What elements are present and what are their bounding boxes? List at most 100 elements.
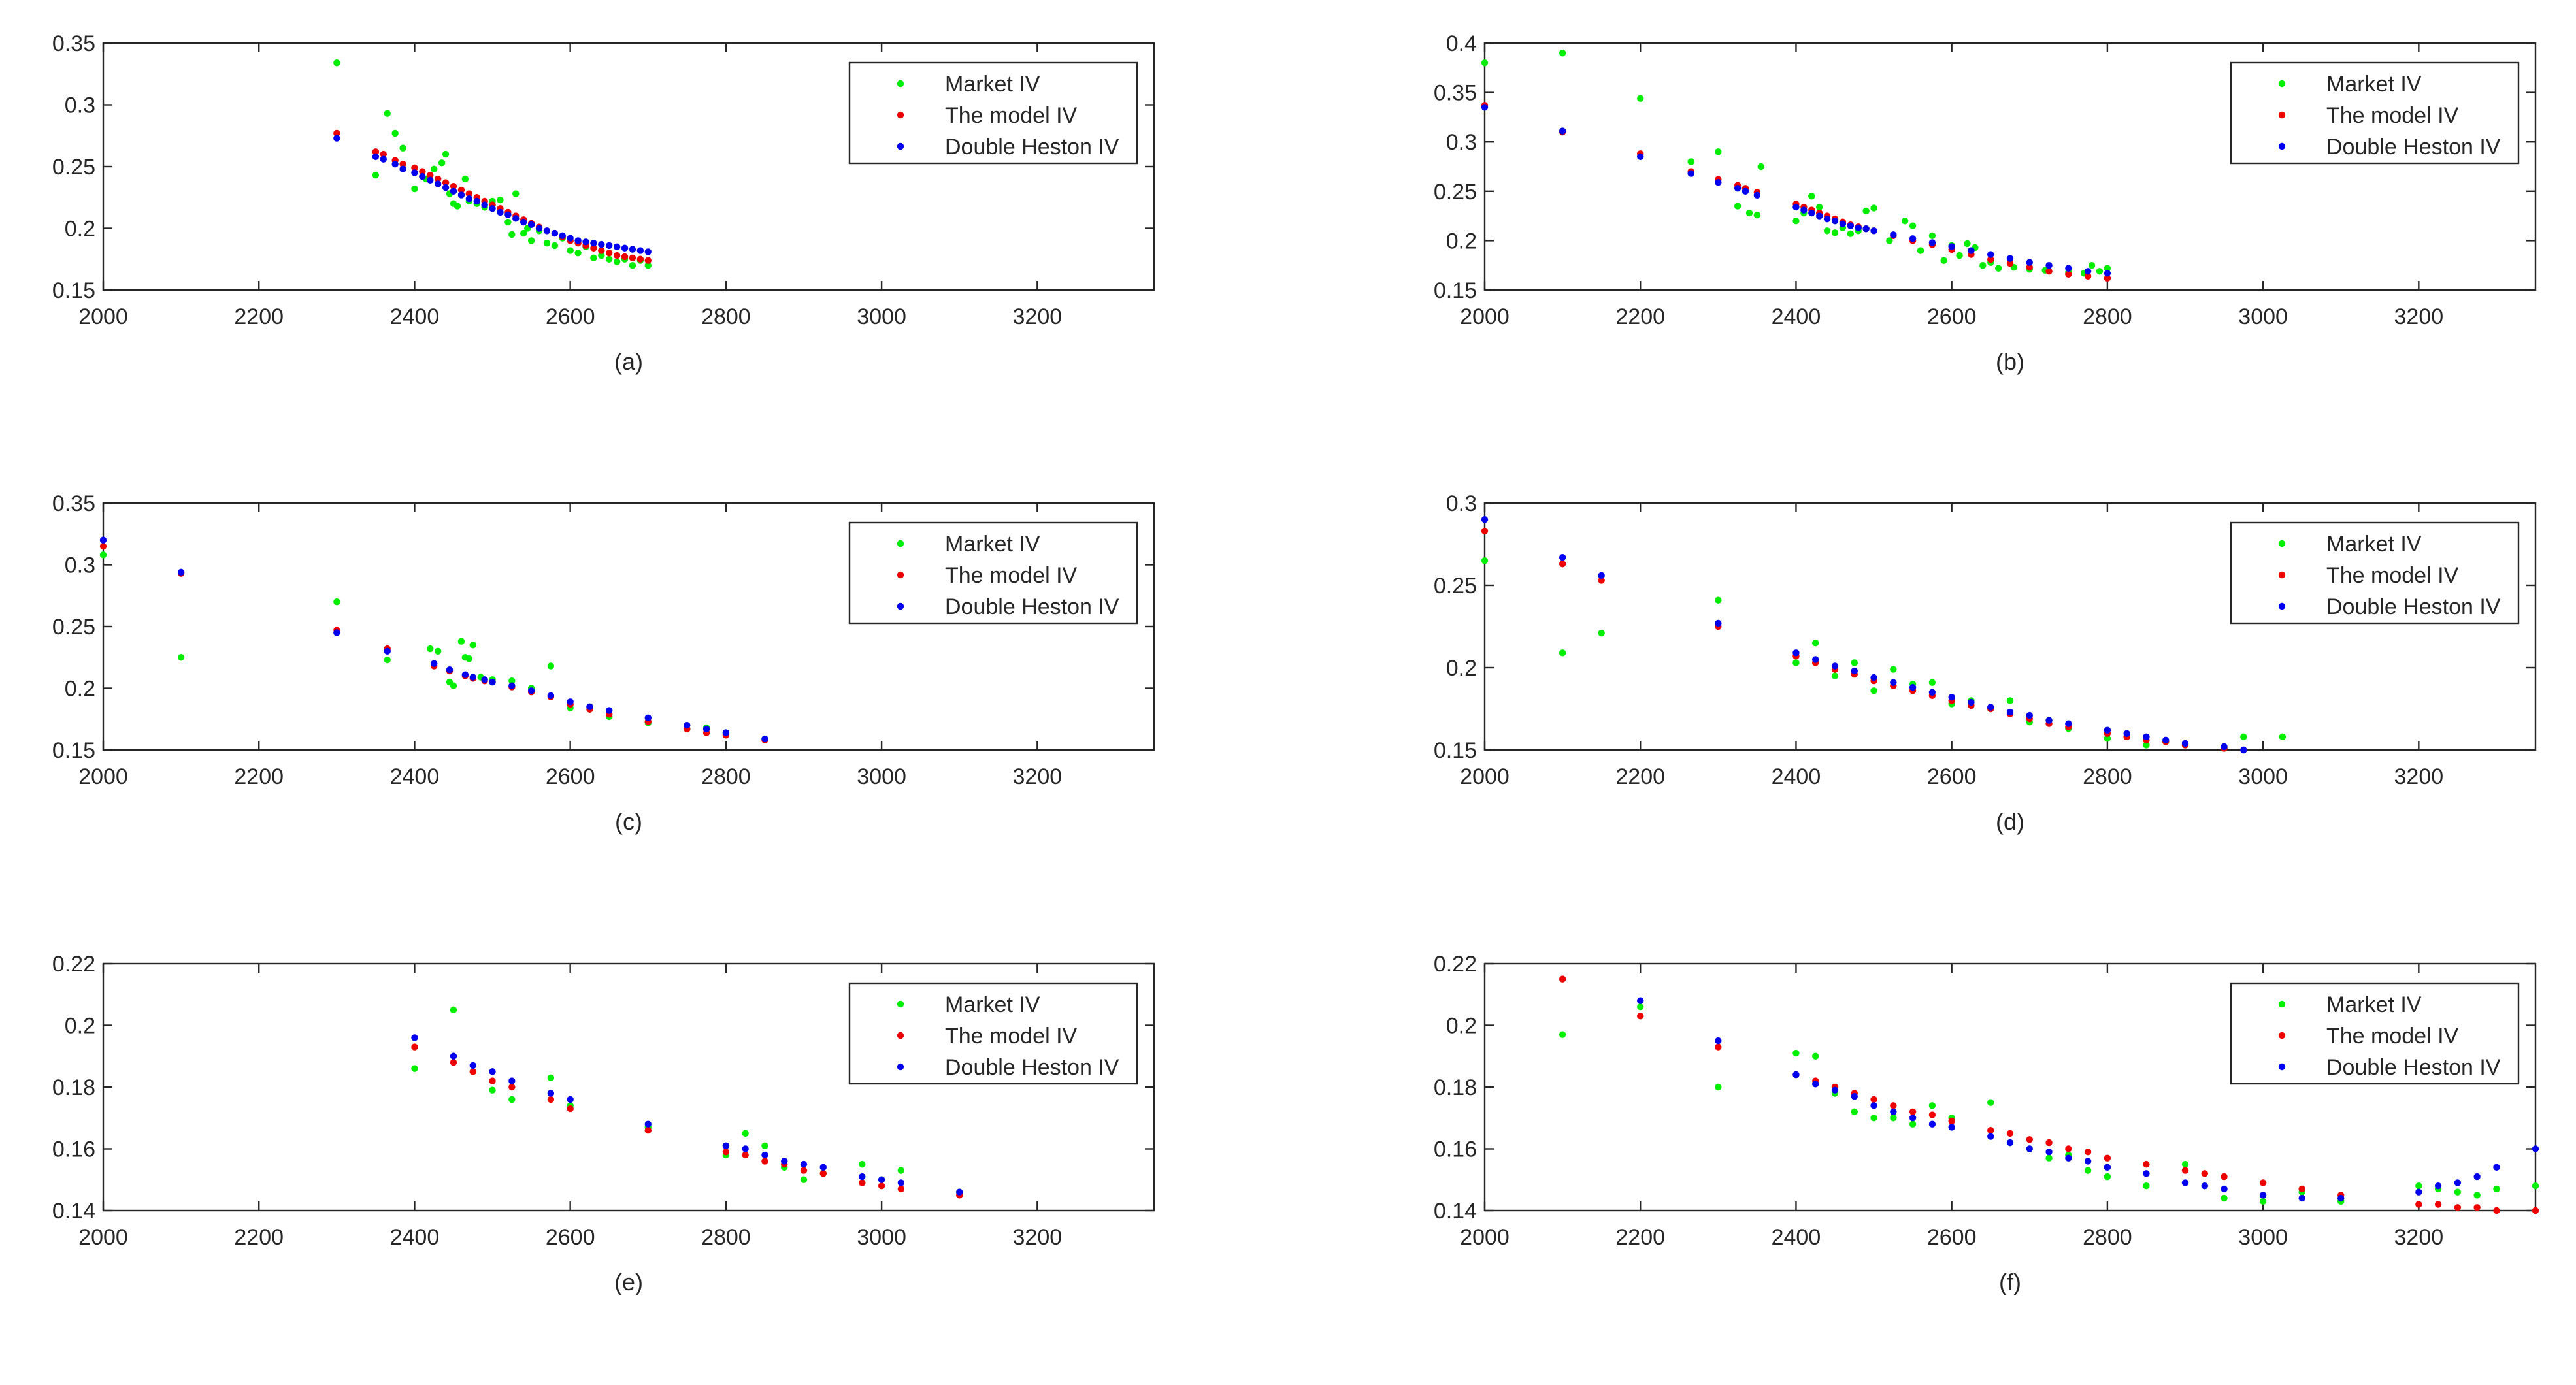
data-point	[1715, 1083, 1722, 1091]
data-point	[2162, 736, 2170, 744]
data-point	[761, 1142, 768, 1149]
y-tick-label: 0.18	[1434, 1075, 1477, 1100]
data-point	[465, 655, 473, 662]
data-point	[1831, 1086, 1839, 1094]
data-point	[878, 1176, 885, 1183]
data-point	[2259, 1192, 2267, 1199]
data-point	[2088, 262, 2096, 269]
data-point	[481, 201, 488, 208]
data-point	[636, 255, 644, 263]
y-tick-label: 0.15	[52, 278, 95, 303]
panel-caption: (e)	[614, 1269, 643, 1295]
data-point	[504, 218, 512, 226]
data-point	[2221, 1185, 2228, 1193]
data-point	[636, 247, 644, 254]
data-point	[574, 237, 582, 244]
data-point	[454, 203, 461, 210]
data-point	[411, 1065, 418, 1072]
data-point	[1909, 1120, 1917, 1128]
x-tick-label: 2600	[546, 1225, 595, 1250]
data-point	[2181, 1160, 2189, 1168]
legend-label: Double Heston IV	[945, 595, 1119, 619]
data-point	[2045, 717, 2053, 724]
x-tick-label: 2200	[234, 304, 284, 329]
x-tick-label: 2400	[390, 1225, 440, 1250]
data-point	[99, 536, 107, 544]
data-point	[1598, 572, 1605, 579]
data-point	[99, 542, 107, 550]
data-point	[1987, 704, 1994, 711]
data-point	[333, 598, 340, 606]
legend-marker	[897, 602, 904, 610]
data-point	[598, 252, 605, 259]
data-point	[333, 135, 340, 142]
x-tick-label: 2400	[390, 764, 440, 789]
y-tick-label: 0.35	[52, 31, 95, 56]
data-point	[1637, 153, 1644, 161]
data-point	[469, 674, 476, 681]
y-tick-label: 0.2	[65, 677, 95, 702]
data-point	[2104, 274, 2111, 282]
data-point	[2143, 1182, 2150, 1190]
data-point	[497, 196, 504, 204]
data-point	[613, 243, 621, 251]
data-point	[1831, 662, 1839, 670]
data-point	[2104, 1154, 2111, 1162]
data-point	[1792, 659, 1800, 666]
data-point	[399, 165, 406, 172]
data-point	[761, 735, 768, 743]
data-point	[2298, 1194, 2305, 1202]
legend: Market IV The model IV Double Heston IV	[2230, 61, 2520, 165]
data-point	[2279, 733, 2287, 741]
data-point	[411, 169, 418, 176]
data-point	[2240, 746, 2247, 754]
x-tick-label: 2800	[2083, 1225, 2132, 1250]
data-point	[543, 227, 551, 235]
data-point	[722, 1149, 730, 1156]
data-point	[2473, 1204, 2481, 1211]
data-point	[457, 186, 465, 194]
data-point	[2006, 255, 2014, 262]
legend-label: Market IV	[2326, 72, 2422, 97]
chart-panel: 2000 2200 2400 2600 2800 3000 3200 0.15 0.2 0.25 0…	[1434, 491, 2537, 835]
data-point	[1823, 227, 1831, 235]
data-point	[1909, 222, 1917, 229]
legend-marker	[2278, 540, 2286, 547]
data-point	[508, 231, 516, 238]
data-point	[457, 638, 465, 645]
data-point	[481, 676, 488, 683]
chart-panel: 2000 2200 2400 2600 2800 3000 3200 0.14 0.16 0.18…	[52, 952, 1155, 1295]
data-point	[644, 248, 652, 255]
x-tick-label: 2000	[1460, 304, 1510, 329]
data-point	[547, 1096, 555, 1103]
data-point	[372, 153, 380, 161]
data-point	[469, 642, 476, 649]
data-point	[1948, 1117, 1955, 1125]
data-point	[489, 1086, 496, 1094]
data-point	[372, 148, 380, 155]
data-point	[1715, 619, 1722, 627]
data-point	[2104, 735, 2111, 742]
data-point	[2532, 1182, 2539, 1190]
data-point	[2473, 1173, 2481, 1181]
x-tick-label: 3200	[2394, 304, 2444, 329]
data-point	[613, 252, 621, 259]
data-point	[629, 246, 636, 253]
x-tick-label: 2000	[78, 1225, 128, 1250]
data-point	[333, 129, 340, 137]
x-tick-label: 2600	[1927, 1225, 1977, 1250]
chart-panel: 2000 2200 2400 2600 2800 3000 3200 0.15 0.2 0.25 0…	[1434, 31, 2537, 375]
data-point	[574, 250, 582, 257]
data-point	[859, 1160, 866, 1168]
x-tick-label: 2400	[1772, 1225, 1821, 1250]
data-point	[2143, 1160, 2150, 1168]
data-point	[590, 254, 597, 262]
data-point	[380, 155, 387, 163]
legend-label: The model IV	[945, 1024, 1078, 1049]
data-point	[1956, 252, 1963, 259]
data-point	[2493, 1164, 2500, 1171]
data-point	[1851, 659, 1858, 666]
data-point	[391, 129, 399, 137]
x-tick-label: 2200	[1615, 1225, 1665, 1250]
